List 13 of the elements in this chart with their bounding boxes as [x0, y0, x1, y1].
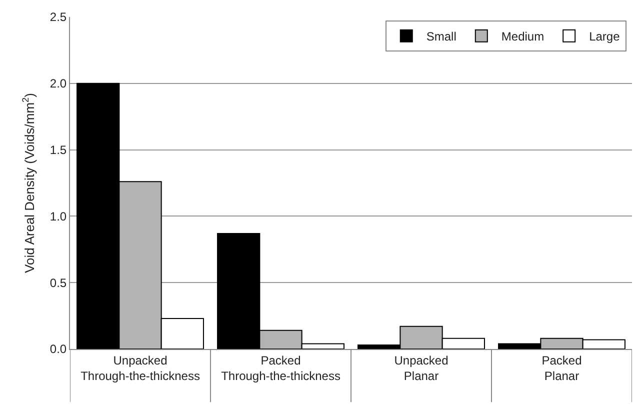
y-tick-label: 1.5 — [50, 143, 67, 157]
x-tick-label: Packed Planar — [542, 353, 582, 383]
y-tick-label: 1.0 — [50, 209, 67, 224]
x-tick-label: Unpacked Planar — [394, 353, 448, 383]
y-tick-label: 0.0 — [50, 342, 67, 356]
x-tick-label: Unpacked Through-the-thickness — [80, 353, 200, 383]
y-tick-label: 2.0 — [50, 76, 67, 91]
legend-label: Large — [589, 30, 620, 44]
x-tick-label: Packed Through-the-thickness — [221, 353, 340, 383]
y-tick-label: 0.5 — [50, 276, 67, 290]
y-tick-label: 2.5 — [50, 10, 67, 24]
legend-label: Small — [426, 30, 456, 44]
legend-label: Medium — [501, 30, 544, 44]
